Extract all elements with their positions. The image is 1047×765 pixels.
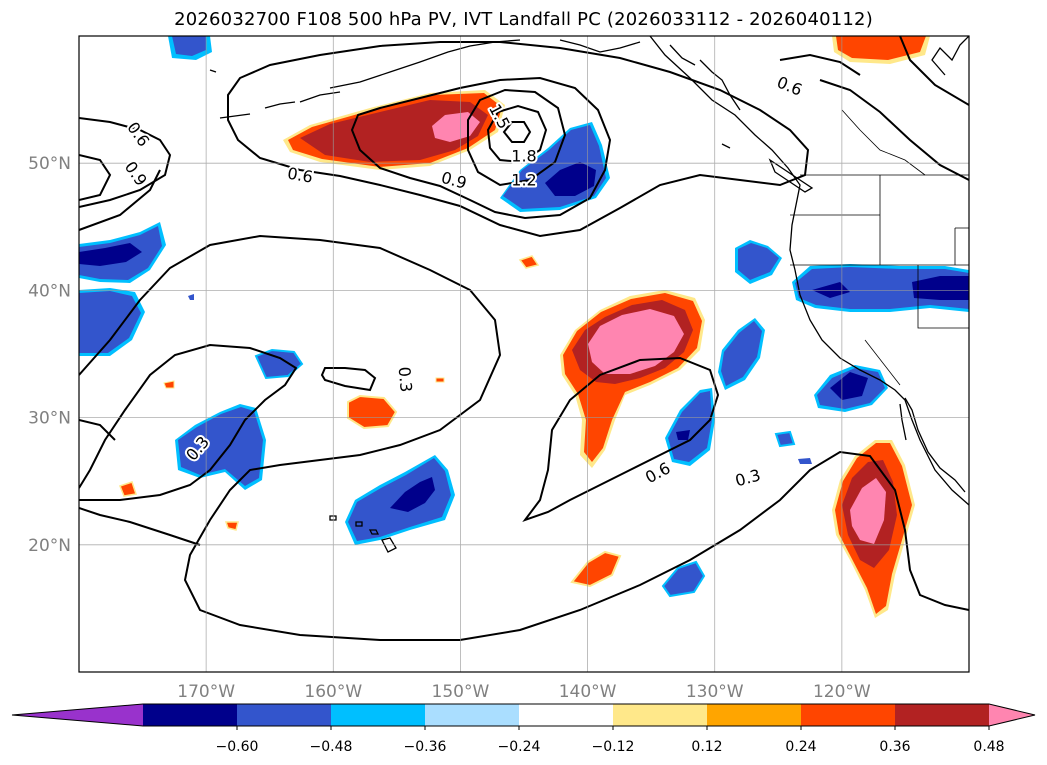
colorbar-outline <box>11 703 1036 727</box>
colorbar-arrow-low <box>12 704 143 726</box>
lon-tick-label: 160°W <box>304 682 362 702</box>
positive-anomaly-region <box>570 550 622 588</box>
lat-tick-label: 30°N <box>28 409 71 429</box>
colorbar-tick-label: 0.12 <box>691 739 722 755</box>
colorbar-swatch <box>895 704 990 726</box>
colorbar-tick-label: 0.48 <box>973 739 1004 755</box>
colorbar-swatch <box>331 704 426 726</box>
pv-contour-line <box>899 36 969 106</box>
contour-label: 0.6 <box>284 162 316 189</box>
pv-contour-line <box>467 88 567 187</box>
contour-label: 0.6 <box>121 116 155 152</box>
pv-contour-line <box>79 343 298 501</box>
colorbar-swatch <box>237 704 332 726</box>
lat-tick-label: 20°N <box>28 536 71 556</box>
contour-label-text: 0.3 <box>733 465 763 490</box>
contour-label: 1.8 <box>509 145 538 168</box>
contour-label: 0.3 <box>393 364 418 395</box>
lat-tick-label: 50°N <box>28 154 71 174</box>
pv-contour-line <box>227 41 810 238</box>
colorbar-swatch <box>143 704 238 726</box>
colorbar-tick-label: −0.36 <box>404 739 447 755</box>
lon-tick-label: 170°W <box>177 682 235 702</box>
colorbar-tick-label: −0.48 <box>310 739 353 755</box>
pv-contours <box>79 36 969 641</box>
colorbar-tick-label: −0.60 <box>216 739 259 755</box>
colorbar-swatch <box>613 704 708 726</box>
pv-contour-line <box>350 76 612 220</box>
colorbar-swatch <box>707 704 802 726</box>
colorbar-arrow-high <box>989 704 1035 726</box>
colorbar-swatch <box>519 704 614 726</box>
lat-tick-label: 40°N <box>28 281 71 301</box>
contour-label-text: 0.6 <box>123 118 153 150</box>
contour-label-text: 0.9 <box>121 158 151 190</box>
lat-labels: 50°N 40°N 30°N 20°N <box>28 154 71 556</box>
contour-label-text: 0.9 <box>439 168 469 193</box>
lon-tick-label: 140°W <box>559 682 617 702</box>
contour-label-text: 1.2 <box>511 171 536 190</box>
pv-contour-line <box>502 121 532 143</box>
lon-tick-label: 150°W <box>432 682 490 702</box>
pv-contour-line <box>320 367 377 392</box>
pv-contour-line <box>79 169 161 231</box>
colorbar-tick-label: 0.36 <box>879 739 910 755</box>
colorbar <box>11 703 1036 727</box>
contour-label: 0.6 <box>772 70 807 101</box>
contour-label: 0.9 <box>437 166 471 195</box>
map-frame <box>78 35 970 673</box>
positive-anomaly-region <box>347 394 398 430</box>
pv-contour-line <box>779 53 861 76</box>
contour-label-text: 0.6 <box>774 72 805 99</box>
contour-label: 0.9 <box>119 156 153 192</box>
pv-contour-line <box>79 234 969 641</box>
contour-label: 0.3 <box>731 463 765 492</box>
ivt-shading <box>79 36 969 618</box>
colorbar-tick-label: −0.24 <box>498 739 541 755</box>
lon-tick-label: 130°W <box>686 682 744 702</box>
pv-contour-line <box>522 356 720 523</box>
negative-anomaly-region <box>254 348 304 380</box>
negative-anomaly-region <box>661 560 706 598</box>
contour-label-text: 0.3 <box>395 366 416 393</box>
colorbar-swatch <box>801 704 896 726</box>
pv-contour-line <box>486 104 548 164</box>
pv-contour-line <box>79 117 172 208</box>
contour-label-text: 1.8 <box>511 147 536 166</box>
lon-tick-label: 120°W <box>813 682 871 702</box>
colorbar-tick-label: −0.12 <box>592 739 635 755</box>
contour-label: 1.2 <box>509 169 538 192</box>
colorbar-swatch <box>425 704 520 726</box>
map-title: 2026032700 F108 500 hPa PV, IVT Landfall… <box>174 9 873 30</box>
contour-label-text: 0.6 <box>286 164 314 187</box>
borders <box>790 109 969 386</box>
colorbar-tick-label: 0.24 <box>785 739 816 755</box>
lon-labels: 170°W 160°W 150°W 140°W 130°W 120°W <box>177 682 871 702</box>
graticule <box>79 36 969 672</box>
pv-contour-line <box>79 507 201 546</box>
pv-contour-line <box>819 79 969 181</box>
pv-contour-line <box>79 419 116 441</box>
colorbar-tick-labels: −0.60 −0.48 −0.36 −0.24 −0.12 0.12 0.24 0.36 0.4… <box>216 726 1005 755</box>
pv-contour-line <box>79 154 112 201</box>
